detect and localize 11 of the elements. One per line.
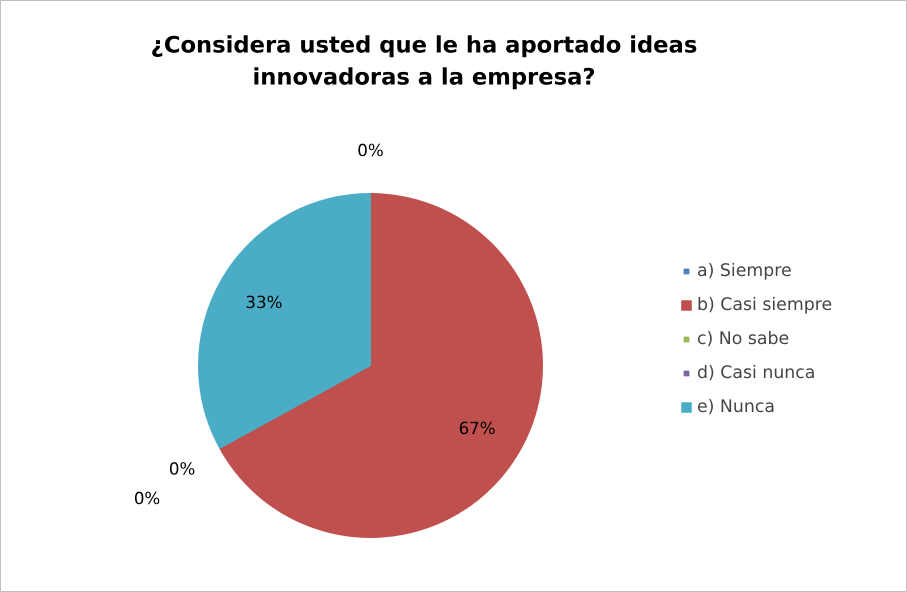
data-label: 33% bbox=[245, 292, 282, 312]
data-label: 67% bbox=[458, 419, 496, 438]
legend-label: c) No sabe bbox=[697, 329, 790, 349]
chart-title: ¿Considera usted que le ha aportado ideas innovadoras a la empresa? bbox=[150, 32, 698, 90]
text: 0% bbox=[134, 488, 160, 508]
legend-label: a) Siempre bbox=[697, 261, 792, 281]
text: 0% bbox=[357, 141, 384, 160]
legend-label: d) Casi nunca bbox=[697, 363, 816, 383]
legend-label: b) Casi siempre bbox=[697, 295, 832, 315]
text: 0% bbox=[168, 460, 196, 479]
legend-label: e) Nunca bbox=[697, 397, 776, 417]
